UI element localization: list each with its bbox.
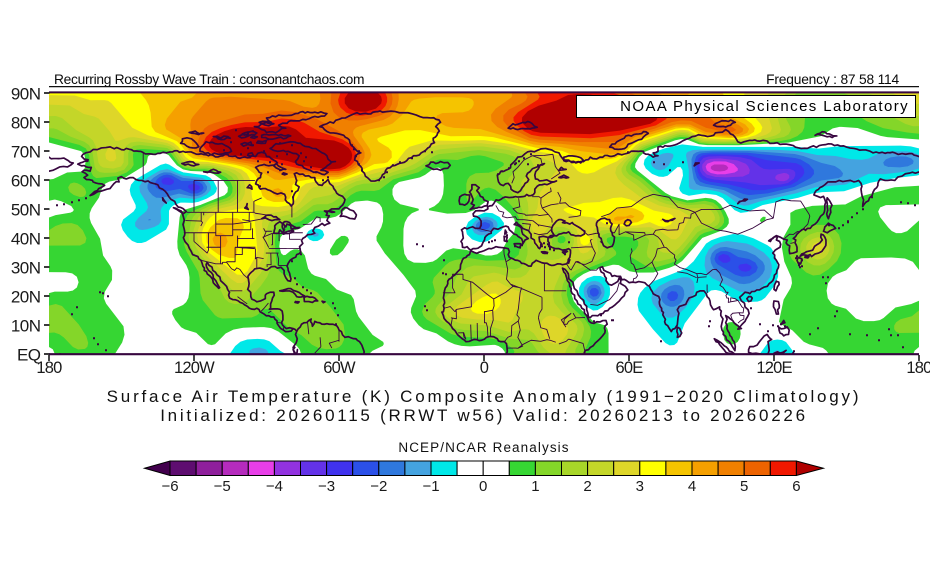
svg-text:90N: 90N — [11, 85, 41, 104]
svg-text:120W: 120W — [174, 359, 215, 377]
svg-text:0: 0 — [479, 478, 487, 495]
svg-text:60E: 60E — [616, 359, 644, 377]
svg-text:−5: −5 — [214, 478, 231, 495]
svg-text:20N: 20N — [11, 288, 41, 307]
svg-text:60W: 60W — [323, 359, 356, 377]
svg-text:1: 1 — [531, 478, 539, 495]
svg-text:10N: 10N — [11, 317, 41, 336]
svg-text:120E: 120E — [756, 359, 792, 377]
svg-text:70N: 70N — [11, 143, 41, 162]
svg-text:5: 5 — [740, 478, 748, 495]
svg-text:−2: −2 — [370, 478, 387, 495]
svg-text:80N: 80N — [11, 114, 41, 133]
svg-text:3: 3 — [636, 478, 644, 495]
svg-text:2: 2 — [583, 478, 591, 495]
svg-text:−4: −4 — [266, 478, 283, 495]
svg-text:4: 4 — [688, 478, 696, 495]
svg-text:−3: −3 — [318, 478, 335, 495]
svg-text:−1: −1 — [422, 478, 439, 495]
svg-text:30N: 30N — [11, 259, 41, 278]
svg-text:0: 0 — [480, 359, 489, 377]
svg-text:−6: −6 — [161, 478, 178, 495]
svg-text:180: 180 — [906, 359, 930, 377]
svg-text:60N: 60N — [11, 172, 41, 191]
svg-text:40N: 40N — [11, 230, 41, 249]
svg-text:50N: 50N — [11, 201, 41, 220]
svg-text:EQ: EQ — [17, 346, 41, 365]
svg-text:6: 6 — [792, 478, 800, 495]
svg-text:180: 180 — [36, 359, 62, 377]
